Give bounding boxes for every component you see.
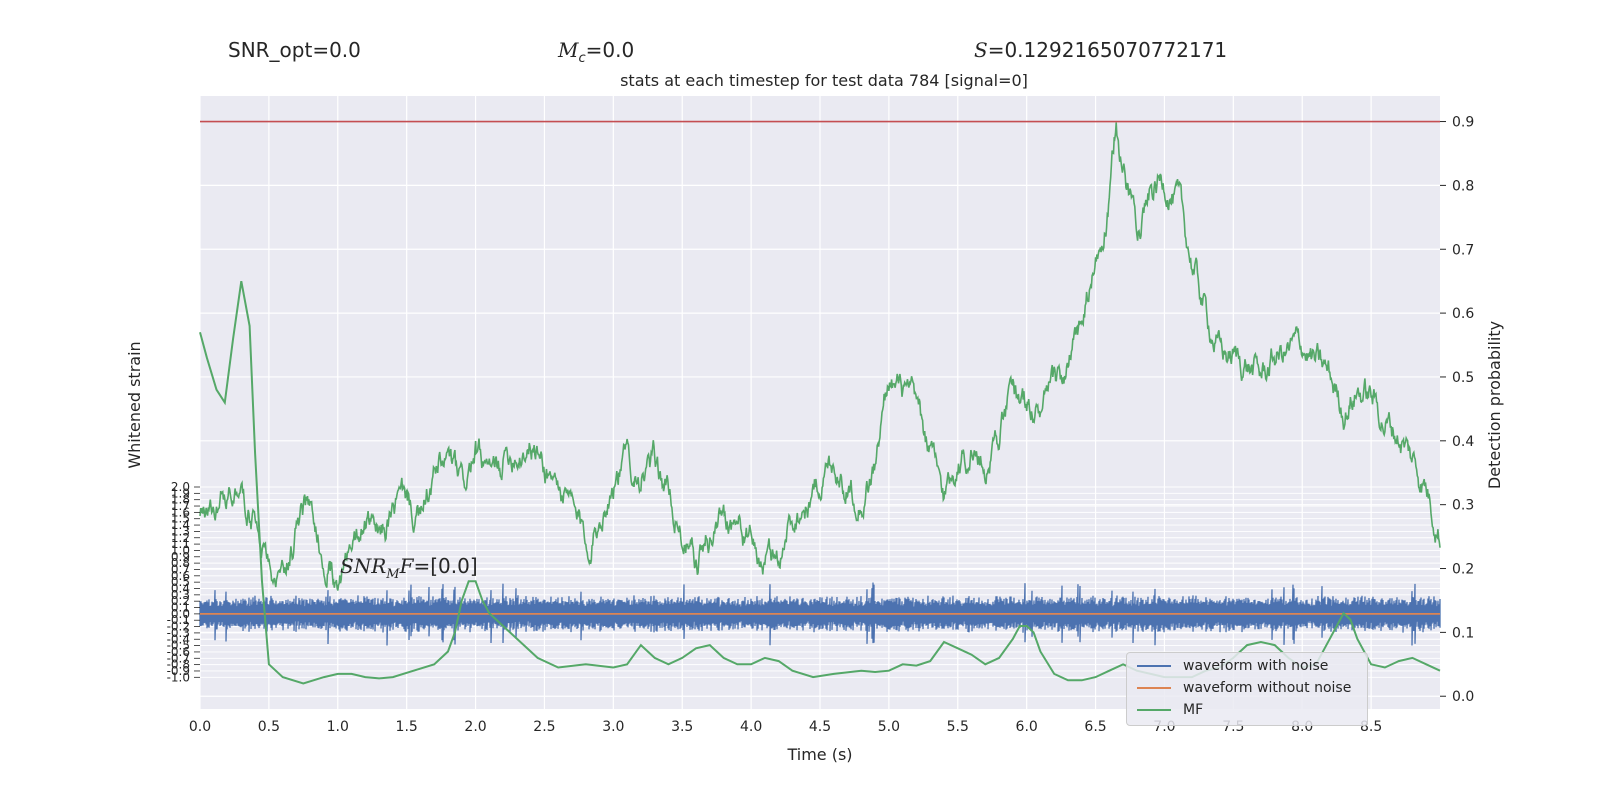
s-stat-label: S=0.1292165070772171 [974,38,1227,62]
y-left-tick-label: 0.7 [171,562,190,576]
x-tick-label: 4.0 [740,719,762,735]
y-left-tick-label: 0.5 [171,575,190,589]
y-left-tick-label: 1.2 [171,531,190,545]
y-left-tick-label: 1.8 [171,493,190,507]
y-left-tick-label: 1.4 [171,518,190,532]
y-left-tick-label: 0.8 [171,556,190,570]
y-left-tick-label: -0.7 [167,651,190,665]
y-left-tick-label: -0.6 [167,645,190,659]
snr-mf-symbol: SNR [340,554,387,578]
snr-mf-annotation: SNRMF=[0.0] [340,554,478,582]
y-right-tick-label: 0.9 [1452,115,1474,131]
y-right-tick-label: 0.3 [1452,498,1474,514]
y-left-tick-label: -0.2 [167,620,190,634]
x-tick-label: 2.0 [464,719,486,735]
snr-mf-sub: M [386,567,400,582]
y-left-tick-label: 2.0 [171,480,190,494]
legend-item-mf: MF [1137,700,1203,720]
y-left-tick-label: 1.5 [171,512,190,526]
legend-swatch-mf [1137,709,1171,711]
y-left-tick-label: -0.9 [167,664,190,678]
y-right-tick-label: 0.6 [1452,306,1474,322]
x-tick-label: 6.0 [1016,719,1038,735]
x-tick-label: 0.0 [189,719,211,735]
y-left-tick-label: 1.1 [171,537,190,551]
y-left-tick-label: 0.2 [171,594,190,608]
y-left-tick-label: 0.0 [171,607,190,621]
x-axis-label: Time (s) [786,745,852,764]
legend-label-noise: waveform with noise [1183,658,1329,674]
snr-opt-label: SNR_opt=0.0 [228,38,361,62]
y-right-tick-label: 0.5 [1452,370,1474,386]
x-tick-label: 1.5 [396,719,418,735]
y-left-tick-label: -0.1 [167,613,190,627]
chirp-mass-value: =0.0 [585,38,635,62]
y-right-tick-label: 0.8 [1452,178,1474,194]
y-left-tick-label: -0.3 [167,626,190,640]
x-tick-label: 5.0 [878,719,900,735]
y-left-tick-label: -1.0 [167,670,190,684]
y-axis-label-right: Detection probability [1485,321,1504,489]
x-tick-label: 6.5 [1084,719,1106,735]
x-tick-label: 2.5 [533,719,555,735]
y-left-tick-label: 0.3 [171,588,190,602]
x-tick-label: 1.0 [327,719,349,735]
chirp-mass-label: Mc=0.0 [558,38,634,66]
mf-line [199,281,1441,685]
legend-swatch-noise [1137,665,1171,667]
y-left-tick-label: -0.4 [167,632,190,646]
chart-title: stats at each timestep for test data 784… [620,71,1028,90]
y-left-tick-label: -0.8 [167,658,190,672]
y-left-tick-label: 0.1 [171,601,190,615]
x-tick-label: 3.0 [602,719,624,735]
y-axis-label-left: Whitened strain [125,341,144,468]
series-group [199,120,1441,685]
legend: waveform with noise waveform without noi… [1126,652,1368,726]
y-left-tick-label: 1.9 [171,486,190,500]
y-left-tick-label: 1.3 [171,524,190,538]
detection-probability-line [199,122,1441,591]
x-tick-label: 3.5 [671,719,693,735]
y-left-tick-label: 0.6 [171,569,190,583]
snr-mf-rest: F [399,554,414,578]
tick-labels: 0.0 0.5 1.0 1.5 2.0 2.5 3.0 3.5 4.0 4.5 5.0 5.5 6.0 6… [167,115,1475,735]
y-left-tick-label: 1.0 [171,543,190,557]
snr-mf-value: =[0.0] [413,554,478,578]
x-tick-label: 4.5 [809,719,831,735]
s-stat-symbol: S [974,38,988,62]
y-right-tick-label: 0.1 [1452,625,1474,641]
y-right-tick-label: 0.0 [1452,689,1474,705]
legend-label-clean: waveform without noise [1183,680,1352,696]
x-tick-label: 5.5 [947,719,969,735]
chirp-mass-sub: c [578,51,586,66]
legend-swatch-clean [1137,687,1171,689]
chirp-mass-symbol: M [558,38,579,62]
y-left-tick-label: 0.9 [171,550,190,564]
s-stat-value: =0.1292165070772171 [987,38,1228,62]
x-tick-label: 0.5 [258,719,280,735]
y-right-tick-label: 0.2 [1452,562,1474,578]
y-left-tick-label: 1.6 [171,505,190,519]
legend-label-mf: MF [1183,702,1204,718]
y-left-tick-label: 1.7 [171,499,190,513]
legend-item-waveform-clean: waveform without noise [1137,678,1351,698]
y-right-tick-label: 0.4 [1452,434,1474,450]
y-left-tick-label: 0.4 [171,582,190,596]
legend-item-waveform-noise: waveform with noise [1137,656,1328,676]
y-right-tick-label: 0.7 [1452,242,1474,258]
y-left-tick-label: -0.5 [167,639,190,653]
